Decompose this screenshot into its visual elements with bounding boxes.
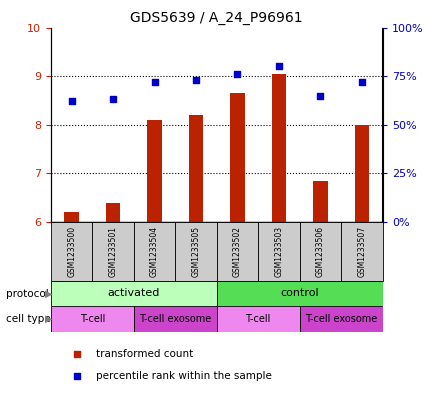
Bar bbox=[341, 222, 382, 281]
Text: T-cell: T-cell bbox=[246, 314, 271, 324]
Bar bbox=[217, 306, 300, 332]
Bar bbox=[65, 212, 79, 222]
Bar bbox=[189, 115, 203, 222]
Text: cell type: cell type bbox=[6, 314, 51, 324]
Bar bbox=[51, 222, 92, 281]
Bar bbox=[217, 281, 382, 306]
Text: transformed count: transformed count bbox=[96, 349, 193, 359]
Bar bbox=[175, 222, 217, 281]
Point bbox=[193, 77, 199, 83]
Text: percentile rank within the sample: percentile rank within the sample bbox=[96, 371, 272, 381]
Bar bbox=[300, 306, 382, 332]
Text: T-cell: T-cell bbox=[80, 314, 105, 324]
Text: ▶: ▶ bbox=[45, 314, 52, 324]
Bar bbox=[134, 306, 217, 332]
Bar bbox=[217, 222, 258, 281]
Text: protocol: protocol bbox=[6, 288, 49, 299]
Text: GSM1233505: GSM1233505 bbox=[192, 226, 201, 277]
Text: GSM1233504: GSM1233504 bbox=[150, 226, 159, 277]
Point bbox=[151, 79, 158, 85]
Bar bbox=[134, 222, 175, 281]
Text: control: control bbox=[280, 288, 319, 298]
Bar bbox=[51, 306, 134, 332]
Point bbox=[275, 63, 282, 70]
Point bbox=[68, 98, 75, 105]
Text: GSM1233501: GSM1233501 bbox=[109, 226, 118, 277]
Text: GSM1233500: GSM1233500 bbox=[67, 226, 76, 277]
Bar bbox=[106, 202, 120, 222]
Text: T-cell exosome: T-cell exosome bbox=[305, 314, 377, 324]
Bar bbox=[92, 222, 134, 281]
Point bbox=[234, 71, 241, 77]
Text: GSM1233503: GSM1233503 bbox=[275, 226, 283, 277]
Text: GSM1233507: GSM1233507 bbox=[357, 226, 366, 277]
Text: activated: activated bbox=[108, 288, 160, 298]
Text: GSM1233502: GSM1233502 bbox=[233, 226, 242, 277]
Point bbox=[317, 92, 324, 99]
Bar bbox=[258, 222, 300, 281]
Bar bbox=[230, 93, 245, 222]
Text: GSM1233506: GSM1233506 bbox=[316, 226, 325, 277]
Point bbox=[110, 96, 116, 103]
Text: T-cell exosome: T-cell exosome bbox=[139, 314, 211, 324]
Title: GDS5639 / A_24_P96961: GDS5639 / A_24_P96961 bbox=[130, 11, 303, 25]
Bar bbox=[147, 120, 162, 222]
Bar bbox=[354, 125, 369, 222]
Bar bbox=[51, 281, 217, 306]
Bar bbox=[272, 74, 286, 222]
Point bbox=[358, 79, 365, 85]
Bar bbox=[313, 181, 328, 222]
Bar bbox=[300, 222, 341, 281]
Text: ▶: ▶ bbox=[45, 288, 52, 299]
